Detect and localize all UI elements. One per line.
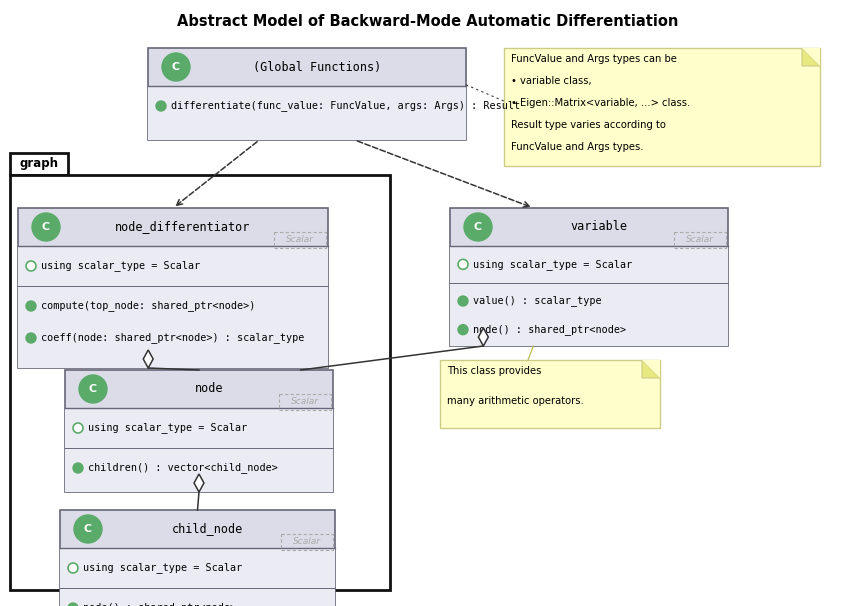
Text: node() : shared_ptr<node>: node() : shared_ptr<node> <box>83 602 236 606</box>
FancyBboxPatch shape <box>450 208 728 346</box>
Text: graph: graph <box>20 158 58 170</box>
Circle shape <box>458 259 468 269</box>
FancyBboxPatch shape <box>60 510 335 606</box>
Circle shape <box>73 463 83 473</box>
Text: variable: variable <box>570 221 627 233</box>
Text: C: C <box>172 62 180 72</box>
Polygon shape <box>802 48 820 66</box>
Text: Scalar: Scalar <box>293 538 321 547</box>
Circle shape <box>162 53 190 81</box>
Circle shape <box>32 213 60 241</box>
Text: • Eigen::Matrix<variable, ...> class.: • Eigen::Matrix<variable, ...> class. <box>511 98 690 108</box>
Text: children() : vector<child_node>: children() : vector<child_node> <box>88 462 278 473</box>
Text: FuncValue and Args types.: FuncValue and Args types. <box>511 142 644 152</box>
Text: coeff(node: shared_ptr<node>) : scalar_type: coeff(node: shared_ptr<node>) : scalar_t… <box>41 333 305 344</box>
FancyBboxPatch shape <box>440 360 660 428</box>
Text: • variable class,: • variable class, <box>511 76 591 86</box>
FancyBboxPatch shape <box>10 175 390 590</box>
Text: differentiate(func_value: FuncValue, args: Args) : Result: differentiate(func_value: FuncValue, arg… <box>171 101 520 112</box>
Text: This class provides: This class provides <box>447 366 541 376</box>
Text: node() : shared_ptr<node>: node() : shared_ptr<node> <box>473 324 626 335</box>
Text: C: C <box>42 222 50 232</box>
Text: Result type varies according to: Result type varies according to <box>511 120 666 130</box>
FancyBboxPatch shape <box>450 246 728 346</box>
Text: using scalar_type = Scalar: using scalar_type = Scalar <box>41 261 200 271</box>
Circle shape <box>464 213 492 241</box>
Text: compute(top_node: shared_ptr<node>): compute(top_node: shared_ptr<node>) <box>41 301 255 311</box>
Text: Abstract Model of Backward-Mode Automatic Differentiation: Abstract Model of Backward-Mode Automati… <box>177 14 679 29</box>
Circle shape <box>68 563 78 573</box>
Text: child_node: child_node <box>172 522 243 536</box>
Text: using scalar_type = Scalar: using scalar_type = Scalar <box>88 422 247 433</box>
FancyBboxPatch shape <box>65 408 333 492</box>
Circle shape <box>26 333 36 343</box>
Circle shape <box>79 375 107 403</box>
Text: C: C <box>84 524 92 534</box>
Circle shape <box>74 515 102 543</box>
FancyBboxPatch shape <box>148 86 466 140</box>
Circle shape <box>68 603 78 606</box>
FancyBboxPatch shape <box>18 208 328 368</box>
Text: Scalar: Scalar <box>686 236 714 244</box>
Text: Scalar: Scalar <box>286 236 314 244</box>
Polygon shape <box>479 328 488 346</box>
Text: using scalar_type = Scalar: using scalar_type = Scalar <box>473 259 633 270</box>
FancyBboxPatch shape <box>60 548 335 606</box>
Polygon shape <box>143 350 153 368</box>
Circle shape <box>26 301 36 311</box>
Text: C: C <box>89 384 97 394</box>
Polygon shape <box>642 360 660 378</box>
Circle shape <box>26 261 36 271</box>
Text: (Global Functions): (Global Functions) <box>253 61 381 73</box>
FancyBboxPatch shape <box>148 48 466 140</box>
FancyBboxPatch shape <box>504 48 820 166</box>
Text: value() : scalar_type: value() : scalar_type <box>473 296 602 307</box>
FancyBboxPatch shape <box>18 246 328 368</box>
Polygon shape <box>642 360 660 378</box>
Text: C: C <box>474 222 482 232</box>
FancyBboxPatch shape <box>65 370 333 492</box>
Circle shape <box>458 296 468 306</box>
Text: Scalar: Scalar <box>291 398 319 407</box>
Text: many arithmetic operators.: many arithmetic operators. <box>447 396 584 406</box>
Text: FuncValue and Args types can be: FuncValue and Args types can be <box>511 54 677 64</box>
Text: node_differentiator: node_differentiator <box>116 221 251 233</box>
Polygon shape <box>194 474 204 492</box>
Text: using scalar_type = Scalar: using scalar_type = Scalar <box>83 562 242 573</box>
Circle shape <box>156 101 166 111</box>
Polygon shape <box>802 48 820 66</box>
Circle shape <box>73 423 83 433</box>
Circle shape <box>458 325 468 335</box>
Text: node: node <box>195 382 223 396</box>
FancyBboxPatch shape <box>10 153 68 175</box>
